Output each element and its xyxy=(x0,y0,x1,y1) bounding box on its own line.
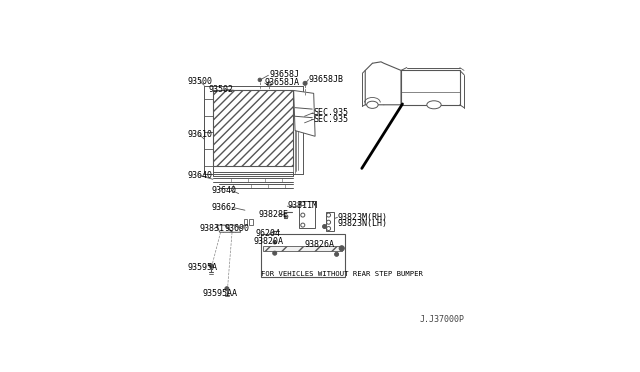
Polygon shape xyxy=(217,225,241,232)
Circle shape xyxy=(335,252,339,256)
Text: 93826A: 93826A xyxy=(305,240,335,249)
Bar xyxy=(249,219,253,225)
Text: SEC.935: SEC.935 xyxy=(314,108,349,117)
Polygon shape xyxy=(262,246,342,251)
Text: 93658JA: 93658JA xyxy=(265,78,300,87)
Text: 93823M(RH): 93823M(RH) xyxy=(337,212,387,222)
Circle shape xyxy=(258,78,262,81)
Text: 93662: 93662 xyxy=(211,203,236,212)
Text: 93828E: 93828E xyxy=(259,210,289,219)
Text: 93820A: 93820A xyxy=(253,237,284,246)
Text: 93690: 93690 xyxy=(225,224,250,233)
Text: 93595A: 93595A xyxy=(188,263,218,272)
Circle shape xyxy=(323,225,326,228)
Text: J.J37000P: J.J37000P xyxy=(420,315,465,324)
Polygon shape xyxy=(294,90,315,136)
Polygon shape xyxy=(365,62,401,105)
Text: 93500: 93500 xyxy=(188,77,212,86)
Circle shape xyxy=(209,264,213,268)
Circle shape xyxy=(225,287,229,291)
Text: 93640: 93640 xyxy=(211,186,236,195)
Polygon shape xyxy=(213,90,293,166)
Circle shape xyxy=(273,241,276,244)
Text: 93595AA: 93595AA xyxy=(202,289,237,298)
Circle shape xyxy=(303,81,307,85)
Text: 93823N(LH): 93823N(LH) xyxy=(337,219,387,228)
Text: 93831: 93831 xyxy=(200,224,225,233)
Text: 96204: 96204 xyxy=(256,229,281,238)
Text: FOR VEHICLES WITHOUT REAR STEP BUMPER: FOR VEHICLES WITHOUT REAR STEP BUMPER xyxy=(261,271,423,278)
Bar xyxy=(243,219,247,225)
Circle shape xyxy=(273,251,276,255)
Ellipse shape xyxy=(427,101,441,109)
Text: 93658JB: 93658JB xyxy=(309,74,344,83)
Text: 93658J: 93658J xyxy=(269,70,300,79)
Text: 93610: 93610 xyxy=(188,130,212,140)
Text: 93811M: 93811M xyxy=(287,201,317,211)
Text: 93640: 93640 xyxy=(188,171,212,180)
Ellipse shape xyxy=(367,101,378,108)
Circle shape xyxy=(339,246,344,251)
Text: 93502: 93502 xyxy=(209,84,234,93)
Polygon shape xyxy=(300,201,315,228)
Polygon shape xyxy=(326,212,333,231)
Bar xyxy=(260,234,345,277)
Text: SEC.935: SEC.935 xyxy=(314,115,349,124)
